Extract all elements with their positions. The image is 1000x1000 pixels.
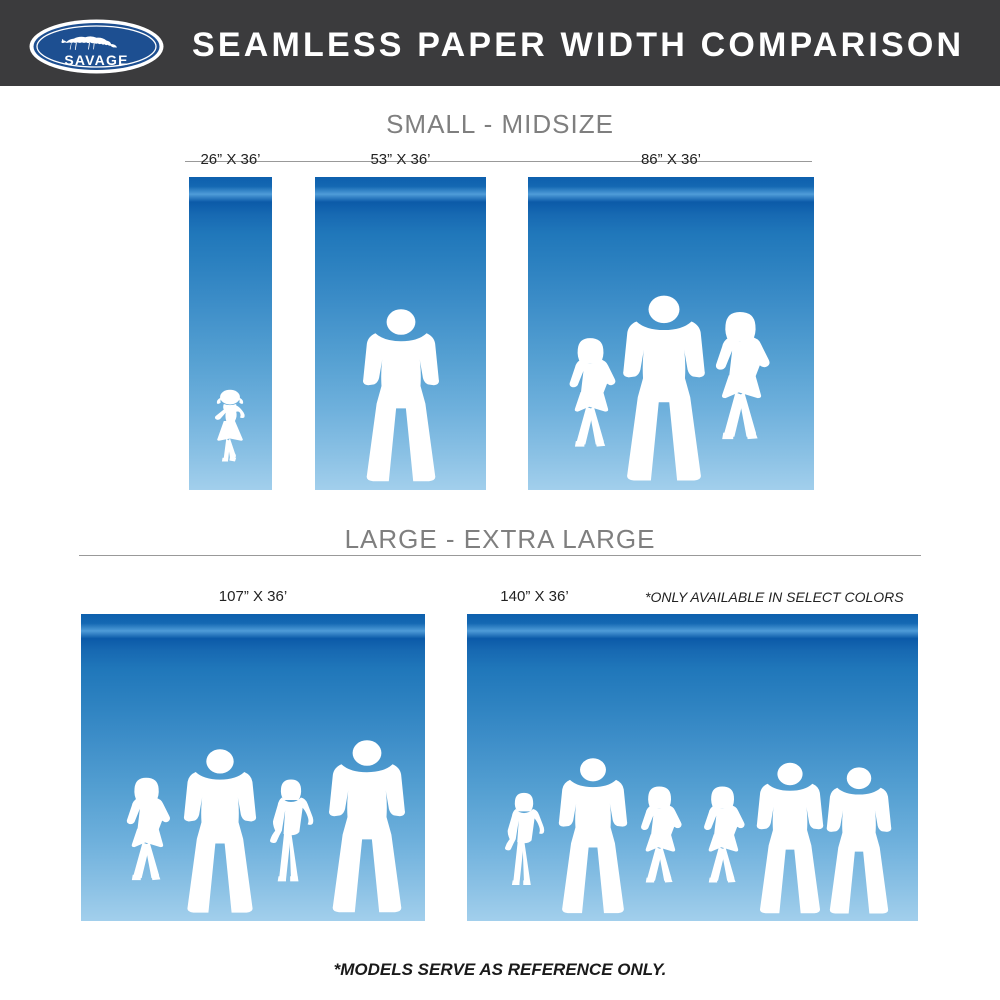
svg-text:SAVAGE: SAVAGE [64, 52, 128, 68]
